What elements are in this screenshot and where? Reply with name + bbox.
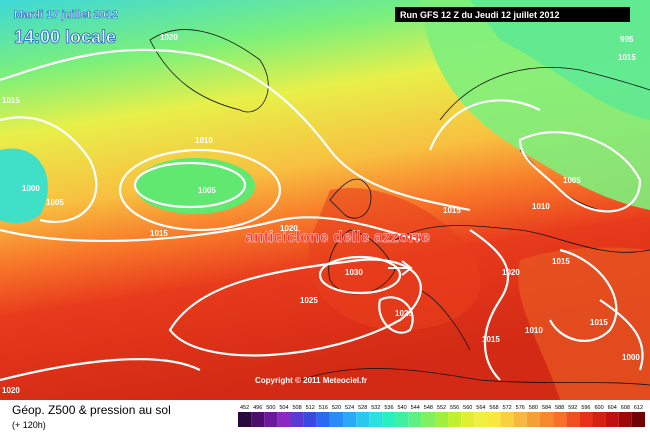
scale-swatch [539,412,554,427]
run-box [395,7,630,22]
scale-swatch [356,412,370,427]
scale-swatch [421,412,435,427]
isobar-label: 1010 [195,136,213,145]
scale-swatch [618,412,632,427]
color-scale: 452 496 500 504 508 512 516 520 524 528 532 536 540 5… [238,405,645,427]
scale-label: 504 [279,405,288,411]
scale-swatch [277,412,291,427]
scale-label: 604 [608,405,617,411]
scale-swatch [500,412,514,427]
isobar-label: 1015 [443,206,461,215]
isobar-label: 1030 [345,268,363,277]
scale-swatch [343,412,357,427]
scale-label: 580 [529,405,538,411]
scale-label: 588 [555,405,564,411]
copyright: Copyright © 2011 Meteociel.fr [255,376,367,385]
scale-label: 524 [345,405,354,411]
scale-label: 452 [240,405,249,411]
scale-label: 556 [450,405,459,411]
scale-swatch [264,412,278,427]
isobar-label: 1010 [525,326,543,335]
scale-swatch [553,412,567,427]
scale-label: 608 [621,405,630,411]
scale-label: 612 [634,405,643,411]
scale-label: 536 [384,405,393,411]
isobar-label: 1015 [552,257,570,266]
isobar-label: 1005 [46,198,64,207]
isobar-label: 1015 [150,229,168,238]
time: 14:00 locale [14,27,116,47]
scale-swatch [408,412,422,427]
scale-swatch [448,412,462,427]
scale-swatch [592,412,606,427]
scale-swatch [251,412,265,427]
scale-swatch [461,412,475,427]
isobar-label: 1015 [482,335,500,344]
scale-label: 548 [424,405,433,411]
map-background [0,0,650,400]
scale-label: 552 [437,405,446,411]
isobar-labels: 1015 1020 1010 1005 1000 1005 1015 1020 1030 1025… [2,33,640,395]
isobar-label: 1005 [563,176,581,185]
scale-label: 572 [503,405,512,411]
scale-label: 496 [253,405,262,411]
isobar-label: 1005 [198,186,216,195]
isobar-label: 1015 [618,53,636,62]
annotation-arrow [388,260,413,276]
scale-label: 560 [463,405,472,411]
run: Run GFS 12 Z du Jeudi 12 juillet 2012 [400,10,560,20]
scale-label: 532 [371,405,380,411]
scale-swatch [434,412,449,427]
scale-swatch [487,412,501,427]
isobar-label: 1025 [395,309,413,318]
scale-label: 596 [581,405,590,411]
scale-label: 564 [476,405,485,411]
scale-label: 544 [411,405,420,411]
annotation: anticiclone delle azzorre [245,229,430,246]
scale-swatch [316,412,330,427]
isobar-label: 1015 [590,318,608,327]
scale-swatch [513,412,527,427]
scale-label: 576 [516,405,525,411]
scale-swatch [395,412,409,427]
scale-label: 512 [306,405,315,411]
scale-label: 500 [266,405,275,411]
isobar-label: 1015 [2,96,20,105]
scale-label: 516 [319,405,328,411]
date: Mardi 17 juillet 2012 [14,9,118,21]
isobar-label: 1020 [2,386,20,395]
scale-swatch [526,412,540,427]
isobar-label: 995 [620,35,634,44]
scale-label: 528 [358,405,367,411]
scale-label: 508 [292,405,301,411]
scale-label: 592 [568,405,577,411]
isobar-label: 1020 [160,33,178,42]
isobar-label: 1025 [300,296,318,305]
footer-subtitle: (+ 120h) [12,420,46,430]
scale-swatch [579,412,593,427]
isobar-label: 1020 [280,224,298,233]
scale-label: 540 [398,405,407,411]
footer-title: Géop. Z500 & pression au sol [12,403,171,417]
scale-swatch [566,412,580,427]
scale-label: 600 [594,405,603,411]
scale-swatch [369,412,383,427]
scale-swatch [605,412,619,427]
isobars [0,48,644,382]
isobar-label: 1010 [532,202,550,211]
scale-label: 568 [489,405,498,411]
scale-label: 584 [542,405,551,411]
isobar-label: 1000 [622,353,640,362]
isobar-label: 1000 [22,184,40,193]
scale-swatch [382,412,396,427]
isobar-label: 1020 [502,268,520,277]
scale-swatch [474,412,488,427]
scale-swatch [631,412,645,427]
scale-swatch [290,412,304,427]
scale-swatch [303,412,317,427]
scale-swatch [329,412,344,427]
scale-swatch [238,412,252,427]
scale-label: 520 [332,405,341,411]
